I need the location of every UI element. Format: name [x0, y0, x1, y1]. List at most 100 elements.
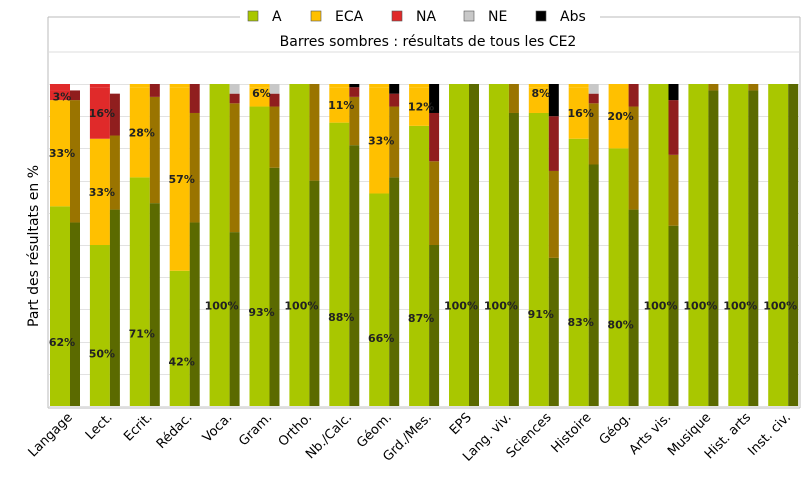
dark-bar-grd-mes-na: [429, 113, 439, 161]
bar-group-voca: [210, 84, 240, 406]
dark-bar-voca-eca: [230, 103, 240, 232]
x-tick-label-geog: Géog.: [597, 410, 635, 448]
bar-group-lang-viv: [489, 84, 519, 406]
legend-swatch: [464, 11, 474, 21]
dark-bar-langage-na: [70, 90, 80, 100]
legend-swatch: [392, 11, 402, 21]
dark-bar-arts-vis-abs: [669, 84, 679, 100]
legend-item-eca: ECA: [311, 9, 364, 25]
dark-bar-geog-na: [629, 84, 639, 107]
data-label-ecrit-eca: 28%: [129, 126, 155, 139]
dark-bar-geog-a: [629, 210, 639, 406]
legend-item-ne: NE: [464, 9, 507, 25]
dark-bar-geom-abs: [389, 84, 399, 94]
legend-label: NE: [488, 9, 507, 25]
dark-bar-musique-a: [708, 90, 718, 406]
data-label-ortho-a: 100%: [284, 299, 318, 312]
dark-bar-musique-eca: [708, 84, 718, 90]
dark-bar-langage-a: [70, 222, 80, 406]
dark-bar-redac-a: [190, 222, 200, 406]
dark-bar-arts-vis-na: [669, 100, 679, 155]
dark-bar-geom-na: [389, 94, 399, 107]
bar-histoire-rounding: [569, 84, 589, 87]
bar-lang-viv-a: [489, 84, 509, 406]
data-label-grd-mes-a: 87%: [408, 312, 434, 325]
x-tick-label-redac: Rédac.: [154, 410, 196, 452]
dark-bar-sciences-eca: [549, 171, 559, 258]
dark-bar-sciences-na: [549, 116, 559, 171]
data-label-ecrit-a: 71%: [129, 327, 155, 340]
data-label-geog-a: 80%: [607, 319, 633, 332]
x-tick-label-ortho: Ortho.: [276, 410, 315, 449]
dark-bar-hist-arts-a: [748, 90, 758, 406]
legend-swatch: [248, 11, 258, 21]
dark-bar-nb-calc-abs: [349, 84, 359, 87]
dark-bar-ortho-a: [309, 181, 319, 406]
x-tick-labels: Langage Lect. Ecrit.Rédac. Voca. Gram. Ortho.…: [26, 410, 794, 465]
data-label-lect-na: 16%: [89, 107, 115, 120]
dark-bar-sciences-abs: [549, 84, 559, 116]
bar-gram-a: [250, 107, 270, 406]
dark-bar-lang-viv-eca: [509, 84, 519, 113]
x-tick-label-ecrit: Ecrit.: [121, 410, 155, 444]
dark-bar-arts-vis-a: [669, 226, 679, 406]
dark-bar-histoire-na: [589, 94, 599, 104]
legend-label: ECA: [335, 9, 364, 25]
bar-group-hist-arts: [728, 84, 758, 406]
dark-bar-inst-civ-a: [788, 84, 798, 406]
x-tick-label-lect: Lect.: [83, 410, 116, 443]
bar-musique-a: [688, 84, 708, 406]
bar-lect-rounding: [90, 84, 110, 87]
dark-bar-grd-mes-eca: [429, 161, 439, 245]
data-label-nb-calc-a: 88%: [328, 311, 354, 324]
dark-bar-eps-a: [469, 84, 479, 406]
dark-bar-histoire-a: [589, 165, 599, 407]
bar-geom-a: [369, 193, 389, 406]
data-label-gram-eca: 6%: [252, 87, 271, 100]
bar-group-nb-calc: [329, 84, 359, 406]
dark-bar-redac-na: [190, 84, 200, 113]
bar-geog-a: [609, 148, 629, 406]
dark-bar-nb-calc-na: [349, 87, 359, 97]
data-label-inst-civ-a: 100%: [763, 299, 797, 312]
dark-bar-gram-eca: [270, 107, 280, 168]
data-label-langage-eca: 33%: [49, 147, 75, 160]
bar-arts-vis-a: [649, 84, 669, 406]
dark-bar-gram-ne: [270, 84, 280, 94]
x-tick-label-langage: Langage: [26, 410, 76, 460]
data-label-histoire-a: 83%: [568, 316, 594, 329]
legend: A ECA NA NE Abs: [248, 9, 586, 25]
dark-bar-voca-a: [230, 232, 240, 406]
dark-bar-sciences-a: [549, 258, 559, 406]
legend-label: NA: [416, 9, 436, 25]
legend-swatch: [311, 11, 321, 21]
legend-swatch: [536, 11, 546, 21]
dark-bar-lang-viv-a: [509, 113, 519, 406]
bar-inst-civ-a: [768, 84, 788, 406]
bar-group-gram: [250, 84, 280, 406]
data-label-geom-a: 66%: [368, 332, 394, 345]
legend-item-abs: Abs: [536, 9, 586, 25]
bar-group-eps: [449, 84, 479, 406]
x-tick-label-inst-civ: Inst. civ.: [745, 410, 794, 459]
bar-ecrit-a: [130, 177, 150, 406]
data-label-arts-vis-a: 100%: [644, 299, 678, 312]
dark-bar-ecrit-na: [150, 84, 160, 97]
x-tick-label-histoire: Histoire: [549, 410, 595, 456]
data-label-geog-eca: 20%: [607, 110, 633, 123]
dark-bar-ortho-eca: [309, 84, 319, 181]
dark-bar-gram-na: [270, 94, 280, 107]
bar-group-arts-vis: [649, 84, 679, 406]
legend-item-na: NA: [392, 9, 436, 25]
bar-nb-calc-a: [329, 123, 349, 406]
dark-bar-ecrit-a: [150, 203, 160, 406]
bar-group-musique: [688, 84, 718, 406]
bar-sciences-a: [529, 113, 549, 406]
dark-bar-grd-mes-a: [429, 245, 439, 406]
bar-eps-a: [449, 84, 469, 406]
data-label-grd-mes-eca: 12%: [408, 101, 434, 114]
data-label-eps-a: 100%: [444, 299, 478, 312]
legend-label: A: [272, 9, 282, 25]
dark-bar-redac-eca: [190, 113, 200, 222]
